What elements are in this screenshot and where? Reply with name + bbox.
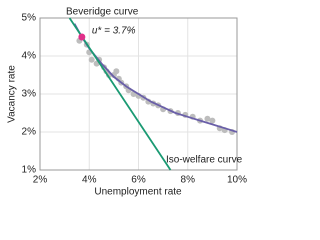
curve bbox=[73, 23, 238, 133]
x-tick-label: 4% bbox=[82, 175, 97, 186]
y-tick-label: 4% bbox=[22, 51, 37, 62]
x-tick-label: 10% bbox=[227, 175, 247, 186]
curve-label: Iso-welfare curve bbox=[166, 155, 243, 166]
x-tick-label: 6% bbox=[131, 175, 146, 186]
y-tick-label: 3% bbox=[22, 89, 37, 100]
highlight-point bbox=[78, 33, 86, 41]
curve bbox=[68, 17, 172, 171]
data-point bbox=[88, 56, 95, 63]
y-axis-label: Vacancy rate bbox=[7, 65, 18, 123]
chart: Unemployment rate Vacancy rate 1%2%3%4%5… bbox=[7, 7, 247, 198]
plot-frame bbox=[39, 17, 238, 171]
y-tick-label: 2% bbox=[22, 127, 37, 138]
x-tick-label: 2% bbox=[33, 175, 48, 186]
x-tick-label: 8% bbox=[181, 175, 196, 186]
highlight-label: u* = 3.7% bbox=[92, 26, 136, 37]
y-tick-label: 5% bbox=[22, 13, 37, 24]
curve-label: Beveridge curve bbox=[66, 7, 139, 18]
data-point bbox=[113, 68, 120, 75]
y-tick-label: 1% bbox=[22, 165, 37, 176]
data-point bbox=[209, 117, 216, 124]
x-axis-label: Unemployment rate bbox=[94, 187, 182, 198]
data-point bbox=[204, 115, 211, 122]
